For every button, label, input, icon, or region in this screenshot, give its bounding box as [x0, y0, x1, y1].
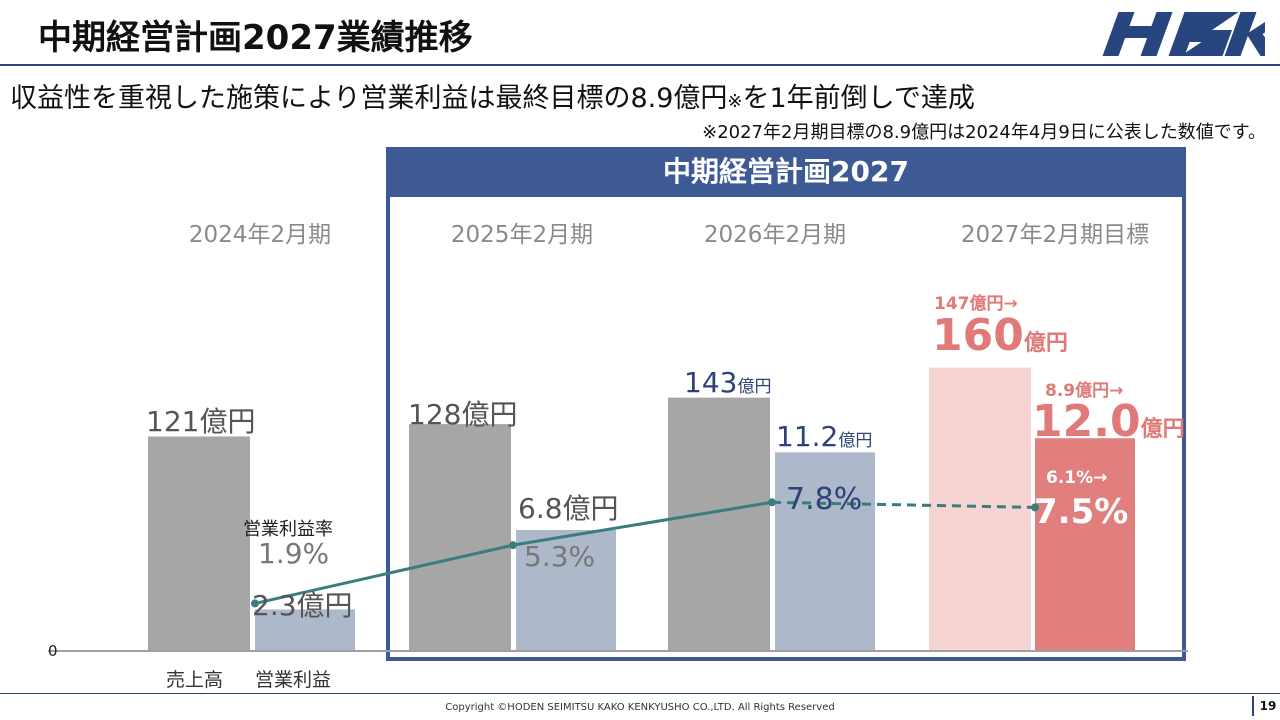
margin-point-2024: [251, 599, 259, 608]
subtitle-note-mark: ※: [727, 91, 743, 112]
sales-bar-2026: [668, 397, 770, 650]
sales-unit-2025: 億円: [461, 398, 518, 431]
subtitle-text: 収益性を重視した施策により営業利益は最終目標の8.9億円: [10, 83, 728, 114]
margin-label-2027: 7.5%: [1034, 492, 1129, 532]
margin-line-segment-1: [254, 543, 514, 605]
page-number: 19: [1252, 696, 1280, 716]
page-title: 中期経営計画2027業績推移: [38, 18, 473, 58]
sales-unit-2027: 億円: [1023, 331, 1068, 356]
sales-label-2026: 143億円: [684, 366, 771, 399]
y-axis-zero-label: 0: [48, 642, 58, 660]
subtitle: 収益性を重視した施策により営業利益は最終目標の8.9億円※を1年前倒しで達成: [10, 76, 975, 115]
profit-bar-2027: [1035, 438, 1135, 650]
sales-unit-2026: 億円: [737, 377, 772, 397]
sales-label-2027: 160億円: [932, 310, 1068, 361]
sales-value-2027: 160: [932, 310, 1024, 361]
sales-label-2024: 121億円: [146, 400, 255, 440]
profit-label-2026: 11.2億円: [776, 420, 872, 453]
profit-bar-2026: [775, 452, 875, 650]
sales-bar-2024: [148, 436, 250, 650]
profit-unit-2026: 億円: [838, 431, 873, 451]
profit-unit-2024: 億円: [296, 589, 353, 622]
sales-value-2025: 128: [408, 398, 462, 431]
copyright: Copyright ©HODEN SEIMITSU KAKO KENKYUSHO…: [445, 702, 835, 713]
footer-rule: [0, 693, 1280, 694]
margin-caption: 営業利益率: [243, 519, 333, 540]
profit-unit-2027: 億円: [1140, 417, 1185, 442]
margin-label-2024: 1.9%: [258, 537, 330, 570]
margin-point-2026: [768, 498, 776, 507]
x-axis-baseline: [48, 650, 1188, 652]
profit-bar-2025: [516, 530, 616, 650]
profit-label-2027: 12.0億円: [1032, 396, 1185, 447]
x-label-sales: 売上高: [166, 669, 224, 691]
period-label-2027: 2027年2月期目標: [960, 222, 1150, 248]
profit-value-2025: 6.8: [518, 492, 563, 525]
margin-label-2026: 7.8%: [786, 482, 863, 517]
sales-unit-2024: 億円: [199, 405, 256, 438]
sales-previous-target: 147億円→: [934, 294, 1018, 314]
profit-label-2024: 2.3億円: [252, 584, 353, 624]
hsk-logo: [1090, 8, 1280, 60]
sales-value-2026: 143: [684, 366, 738, 399]
sales-bar-2027: [929, 367, 1031, 650]
period-label-2025: 2025年2月期: [450, 222, 594, 248]
x-label-operating-profit: 営業利益: [255, 669, 332, 691]
profit-value-2026: 11.2: [776, 420, 839, 453]
sales-value-2024: 121: [146, 405, 200, 438]
profit-bar-2024: [255, 609, 355, 650]
plan-header: 中期経営計画2027: [386, 147, 1186, 197]
profit-label-2025: 6.8億円: [518, 487, 619, 527]
profit-previous-target: 8.9億円→: [1045, 381, 1124, 401]
margin-point-2027: [1031, 503, 1039, 512]
period-label-2026: 2026年2月期: [703, 222, 847, 248]
period-label-2024: 2024年2月期: [188, 222, 332, 248]
subtitle-text-after: を1年前倒しで達成: [742, 83, 975, 114]
profit-value-2027: 12.0: [1032, 396, 1141, 447]
header-rule: [0, 64, 1280, 66]
sales-bar-2025: [409, 424, 511, 650]
margin-point-2025: [509, 541, 517, 550]
margin-previous-target: 6.1%→: [1046, 468, 1108, 488]
profit-unit-2025: 億円: [562, 492, 619, 525]
margin-label-2025: 5.3%: [524, 540, 596, 573]
sales-label-2025: 128億円: [408, 393, 517, 433]
margin-line-segment-2: [512, 500, 773, 547]
footnote: ※2027年2月期目標の8.9億円は2024年4月9日に公表した数値です。: [702, 122, 1266, 143]
profit-value-2024: 2.3: [252, 589, 297, 622]
